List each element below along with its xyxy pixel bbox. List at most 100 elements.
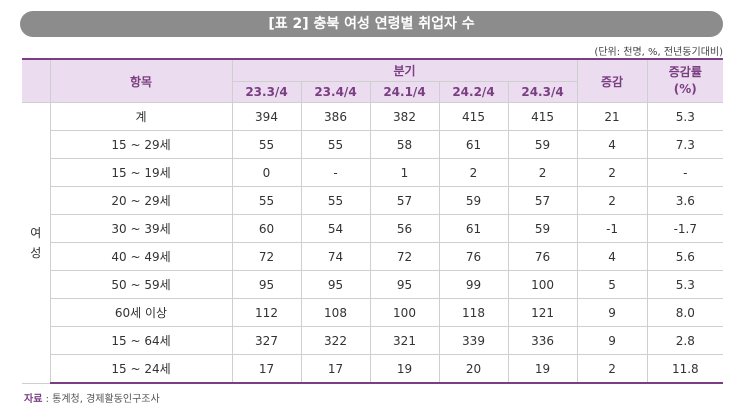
table-row: 20 ~ 29세 55 55 57 59 57 2 3.6 [22, 186, 724, 215]
table-cell: 415 [438, 102, 509, 131]
row-label: 계 [49, 102, 233, 131]
row-label: 60세 이상 [50, 298, 233, 327]
row-label: 15 ~ 64세 [50, 326, 233, 355]
change-cell: 2 [576, 354, 648, 384]
change-cell: 2 [576, 158, 648, 187]
table-row: 50 ~ 59세 95 95 95 99 100 5 5.3 [22, 270, 724, 299]
table-cell: 108 [300, 298, 371, 327]
table-cell: 339 [438, 326, 509, 355]
row-label: 40 ~ 49세 [50, 242, 233, 271]
table-cell: 2 [438, 158, 509, 187]
table-cell: 322 [300, 326, 371, 355]
unit-note: (단위: 천명, %, 전년동기대비) [594, 47, 723, 58]
rate-cell: -1.7 [646, 214, 724, 243]
table-cell: 386 [300, 102, 371, 131]
row-label: 30 ~ 39세 [50, 214, 233, 243]
table-cell: 55 [300, 186, 371, 215]
table-cell: 19 [507, 354, 578, 384]
table-cell: 54 [300, 214, 371, 243]
table-cell: 415 [507, 102, 578, 131]
header-rate: 증감률 (%) [646, 58, 724, 103]
table-cell: 1 [369, 158, 440, 187]
row-label: 50 ~ 59세 [50, 270, 233, 299]
table-cell: 95 [300, 270, 371, 299]
change-cell: 4 [576, 130, 648, 159]
header-quarter: 분기 [231, 58, 578, 82]
table-cell: 20 [438, 354, 509, 384]
table-cell: 57 [507, 186, 578, 215]
table-cell: 321 [369, 326, 440, 355]
table-cell: 56 [369, 214, 440, 243]
row-label: 15 ~ 24세 [50, 354, 233, 384]
table-cell: 19 [369, 354, 440, 384]
table-cell: 17 [231, 354, 302, 384]
rate-cell: 7.3 [646, 130, 724, 159]
table-cell: 60 [231, 214, 302, 243]
table-cell: 61 [438, 214, 509, 243]
table-cell: 59 [507, 214, 578, 243]
rate-cell: 5.3 [646, 270, 724, 299]
table-cell: 95 [369, 270, 440, 299]
source-text: : 통계청, 경제활동인구조사 [45, 394, 160, 405]
table-cell: 118 [438, 298, 509, 327]
source-label: 자료 [24, 394, 43, 405]
table-cell: 55 [231, 130, 302, 159]
table-row: 60세 이상 112 108 100 118 121 9 8.0 [22, 298, 724, 327]
rate-cell: 5.3 [646, 102, 724, 131]
table-row: 여 성 계 394 386 382 415 415 21 5.3 [22, 102, 724, 384]
table-cell: 72 [369, 242, 440, 271]
table-cell: 76 [438, 242, 509, 271]
source-note: 자료 : 통계청, 경제활동인구조사 [24, 390, 160, 405]
table-cell: 112 [231, 298, 302, 327]
change-cell: 21 [576, 102, 648, 131]
rate-cell: 11.8 [646, 354, 724, 384]
header-quarter-4: 24.2/4 [438, 81, 509, 103]
table-cell: 55 [300, 130, 371, 159]
row-label: 20 ~ 29세 [50, 186, 233, 215]
header-quarter-5: 24.3/4 [507, 81, 578, 103]
table-cell: 57 [369, 186, 440, 215]
table-row: 30 ~ 39세 60 54 56 61 59 -1 -1.7 [22, 214, 724, 243]
row-label: 15 ~ 19세 [50, 158, 233, 187]
table-cell: 121 [507, 298, 578, 327]
header-quarter-2: 23.4/4 [300, 81, 371, 103]
rate-cell: 3.6 [646, 186, 724, 215]
change-cell: 4 [576, 242, 648, 271]
row-label: 15 ~ 29세 [50, 130, 233, 159]
table-cell: 61 [438, 130, 509, 159]
change-cell: 5 [576, 270, 648, 299]
rate-cell: 5.6 [646, 242, 724, 271]
table-cell: 72 [231, 242, 302, 271]
change-cell: 2 [576, 186, 648, 215]
table-cell: 382 [369, 102, 440, 131]
rate-cell: 8.0 [646, 298, 724, 327]
employment-table: 항목 분기 증감 증감률 (%) 23.3/4 23.4/4 24.1/4 24.2/… [22, 58, 724, 384]
group-label: 여 성 [22, 102, 51, 384]
table-cell: 0 [231, 158, 302, 187]
table-row: 40 ~ 49세 72 74 72 76 76 4 5.6 [22, 242, 724, 271]
table-cell: 336 [507, 326, 578, 355]
rate-cell: 2.8 [646, 326, 724, 355]
table-cell: 17 [300, 354, 371, 384]
header-item: 항목 [49, 58, 233, 103]
table-cell: 100 [507, 270, 578, 299]
header-quarter-1: 23.3/4 [232, 81, 302, 103]
table-cell: 394 [231, 102, 302, 131]
table-cell: 59 [438, 186, 509, 215]
table-cell: 59 [507, 130, 578, 159]
change-cell: -1 [576, 214, 648, 243]
table-row: 15 ~ 29세 55 55 58 61 59 4 7.3 [22, 130, 724, 159]
table-row: 15 ~ 64세 327 322 321 339 336 9 2.8 [22, 326, 724, 355]
table-cell: 99 [438, 270, 509, 299]
table-cell: 58 [369, 130, 440, 159]
table-row: 15 ~ 24세 17 17 19 20 19 2 11.8 [22, 354, 724, 384]
table-cell: 55 [231, 186, 302, 215]
table-cell: 2 [507, 158, 578, 187]
table-cell: 74 [300, 242, 371, 271]
change-cell: 9 [576, 326, 648, 355]
header-blank [22, 58, 51, 103]
table-cell: 100 [369, 298, 440, 327]
change-cell: 9 [576, 298, 648, 327]
header-change: 증감 [576, 58, 648, 103]
table-row: 15 ~ 19세 0-1 2 2 2- [22, 158, 724, 187]
